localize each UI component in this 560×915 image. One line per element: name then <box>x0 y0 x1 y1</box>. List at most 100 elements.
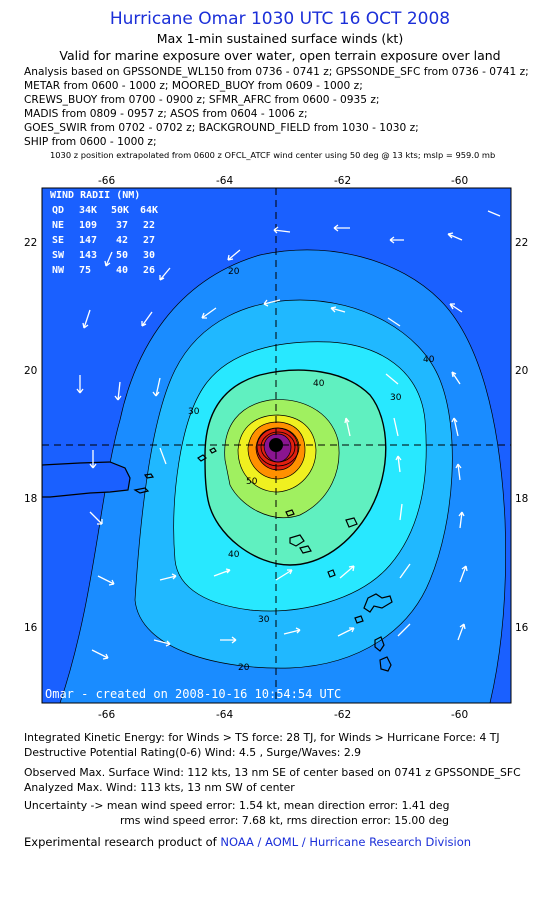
wind-arrow <box>393 417 399 437</box>
wind-arrow <box>201 307 217 319</box>
wind-arrow <box>395 455 402 473</box>
wind-arrow <box>330 306 346 313</box>
page-title: Hurricane Omar 1030 UTC 16 OCT 2008 <box>109 9 451 29</box>
wind-radii-header-cell: 34K <box>79 205 97 216</box>
wind-arrow <box>458 511 465 529</box>
wind-arrow <box>263 299 281 307</box>
position-note: 1030 z position extrapolated from 0600 z… <box>50 150 496 160</box>
island <box>327 569 336 578</box>
contour-label: 40 <box>313 379 325 389</box>
wind-radii-cell: NE <box>52 220 64 231</box>
lon-tick-label-bottom: -64 <box>216 709 233 721</box>
wind-radii-header-cell: 50K <box>111 205 129 216</box>
lat-tick-label-left: 18 <box>24 493 37 505</box>
wind-arrow <box>451 371 461 385</box>
map-creation-credit: Omar - created on 2008-10-16 10:54:54 UT… <box>45 687 341 701</box>
wind-radii-row: NE 109 37 22 <box>52 220 155 231</box>
contour-label: 20 <box>238 663 250 673</box>
analysis-source-line: SHIP from 0600 - 1000 z; <box>24 136 157 148</box>
wind-arrow <box>152 377 161 397</box>
wind-radii-cell: 26 <box>143 265 155 276</box>
island <box>289 534 305 547</box>
wind-radii-cell: NW <box>52 265 65 276</box>
analysis-source-line: GOES_SWIR from 0702 - 0702 z; BACKGROUND… <box>24 122 419 134</box>
wind-arrow <box>227 249 241 261</box>
wind-field-map: 20 30 40 50 30 40 30 20 40 -66 -64 -62 -… <box>24 175 529 721</box>
wind-radii-cell: 22 <box>143 220 155 231</box>
wind-radii-cell: 143 <box>79 250 97 261</box>
analysis-source-line: Analysis based on GPSSONDE_WL150 from 07… <box>24 66 529 78</box>
credit-line: Experimental research product of NOAA / … <box>24 835 471 849</box>
lon-tick-label-bottom: -62 <box>334 709 351 721</box>
island <box>209 447 217 454</box>
wind-arrow <box>389 236 404 244</box>
wind-arrow <box>397 623 411 637</box>
wind-radii-cell: SE <box>52 235 64 246</box>
wind-arrow <box>399 503 403 521</box>
wind-radii-row: NW 75 40 26 <box>52 265 155 276</box>
island <box>299 545 312 554</box>
martinique-island <box>379 656 392 672</box>
lon-tick-label-top: -60 <box>451 175 468 187</box>
wind-arrow <box>91 649 109 660</box>
contour-label: 30 <box>188 407 200 417</box>
contour-label: 30 <box>258 615 270 625</box>
wind-arrow <box>89 511 103 525</box>
wind-arrow <box>97 575 115 586</box>
wind-radii-header-cell: QD <box>52 205 64 216</box>
island <box>354 615 364 624</box>
wind-arrow <box>447 232 463 241</box>
wind-arrow <box>459 565 468 583</box>
wind-radii-cell: 75 <box>79 265 91 276</box>
credit-prefix: Experimental research product of <box>24 835 217 849</box>
wind-radii-table: WIND RADII (NM) QD 34K 50K 64K NE 109 37… <box>50 190 158 276</box>
wind-radii-row: SE 147 42 27 <box>52 235 155 246</box>
contour-label: 20 <box>228 267 240 277</box>
wind-radii-cell: 30 <box>143 250 155 261</box>
wind-arrow <box>153 639 171 647</box>
island <box>345 517 358 528</box>
guadeloupe-island <box>363 593 393 613</box>
island <box>285 509 295 517</box>
dpr-line: Destructive Potential Rating(0-6) Wind: … <box>24 746 362 759</box>
wind-arrow <box>159 447 167 465</box>
ike-line: Integrated Kinetic Energy: for Winds > T… <box>24 731 500 744</box>
wind-arrow <box>114 381 122 401</box>
wind-arrow <box>333 224 350 232</box>
contour-label: 40 <box>423 355 435 365</box>
wind-radii-header-cell: 64K <box>140 205 158 216</box>
lat-tick-label-right: 20 <box>515 365 528 377</box>
lat-tick-label-left: 16 <box>24 622 38 634</box>
lat-tick-label-left: 20 <box>24 365 37 377</box>
wind-arrow <box>457 623 466 641</box>
lat-tick-label-right: 18 <box>515 493 528 505</box>
analyzed-max-line: Analyzed Max. Wind: 113 kts, 13 nm SW of… <box>24 781 295 794</box>
island <box>143 473 155 479</box>
lon-tick-label-bottom: -66 <box>98 709 115 721</box>
wind-arrow <box>104 251 113 267</box>
wind-radii-cell: SW <box>52 250 65 261</box>
lon-tick-label-bottom: -60 <box>451 709 468 721</box>
dominica-island <box>374 636 385 652</box>
wind-radii-cell: 109 <box>79 220 97 231</box>
lon-tick-label-top: -66 <box>98 175 115 187</box>
lat-tick-label-left: 22 <box>24 237 37 249</box>
wind-radii-cell: 40 <box>116 265 128 276</box>
wind-vectors <box>76 210 501 660</box>
uncertainty-line: Uncertainty -> mean wind speed error: 1.… <box>24 799 450 812</box>
puerto-rico-landmass <box>42 461 131 498</box>
wind-radii-cell: 50 <box>116 250 128 261</box>
wind-radii-row: SW 143 50 30 <box>52 250 155 261</box>
validity-note: Valid for marine exposure over water, op… <box>59 48 501 63</box>
wind-arrow <box>220 636 237 644</box>
uncertainty-line: rms wind speed error: 7.68 kt, rms direc… <box>120 814 449 827</box>
wind-radii-cell: 42 <box>116 235 128 246</box>
hrd-link[interactable]: NOAA / AOML / Hurricane Research Divisio… <box>220 835 472 849</box>
lon-tick-label-top: -64 <box>216 175 233 187</box>
wind-arrow <box>89 450 97 469</box>
observed-max-line: Observed Max. Surface Wind: 112 kts, 13 … <box>24 766 521 779</box>
wind-arrow <box>159 267 171 281</box>
contour-label: 30 <box>390 393 402 403</box>
analysis-source-line: CREWS_BUOY from 0700 - 0900 z; SFMR_AFRC… <box>24 94 380 106</box>
wind-arrow <box>387 317 401 327</box>
